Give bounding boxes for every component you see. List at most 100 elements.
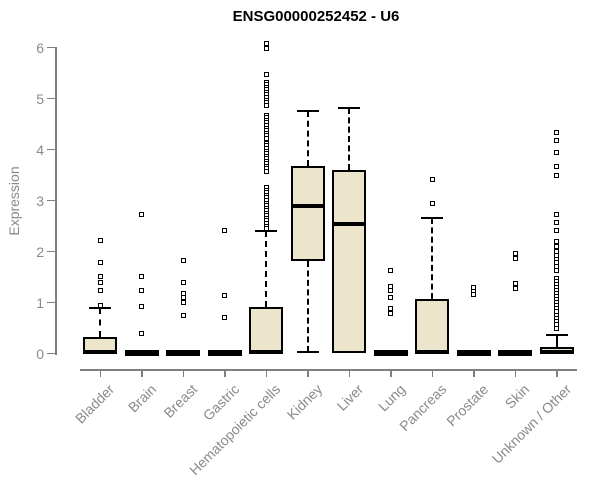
x-axis-tick <box>307 370 309 377</box>
upper-whisker <box>265 231 267 308</box>
outlier-point <box>139 303 144 309</box>
outlier-point <box>554 173 559 178</box>
x-axis-tick <box>182 370 184 377</box>
outlier-point <box>554 220 559 226</box>
box <box>415 299 449 354</box>
outlier-point <box>554 138 559 144</box>
outlier-point <box>512 281 518 287</box>
outlier-point <box>222 292 227 298</box>
outlier-point <box>139 288 144 294</box>
x-axis-tick <box>224 370 226 377</box>
outlier-point <box>554 238 559 244</box>
outlier-point <box>180 300 186 305</box>
outlier-point <box>139 331 144 337</box>
upper-whisker-cap <box>89 307 111 310</box>
outlier-point <box>512 255 518 261</box>
x-axis-tick <box>556 370 558 377</box>
median-line <box>332 222 366 227</box>
outlier-point <box>388 288 393 294</box>
y-tick-label: 0 <box>36 345 44 362</box>
outlier-point <box>263 135 269 141</box>
outlier-point <box>388 283 393 289</box>
outlier-point <box>554 150 559 156</box>
lower-whisker <box>306 261 309 353</box>
outlier-point <box>263 46 269 52</box>
y-axis-tick <box>47 97 55 99</box>
median-line <box>415 350 449 355</box>
outlier-point <box>97 303 103 309</box>
x-axis-tick <box>390 370 392 377</box>
outlier-point <box>97 273 103 279</box>
x-axis-tick <box>141 370 143 377</box>
x-axis-tick <box>514 370 516 377</box>
outlier-point <box>388 306 393 312</box>
upper-whisker-cap <box>421 216 443 219</box>
x-axis-tick <box>348 370 350 377</box>
upper-whisker <box>99 308 101 337</box>
x-axis-tick <box>473 370 475 377</box>
outlier-point <box>263 226 269 232</box>
outlier-point <box>471 291 476 297</box>
median-line <box>456 350 491 355</box>
outlier-point <box>180 313 186 319</box>
outlier-point <box>554 325 559 331</box>
outlier-point <box>388 311 393 317</box>
median-line <box>498 350 532 355</box>
outlier-point <box>429 200 435 206</box>
x-axis-line <box>80 369 577 371</box>
x-axis-tick <box>265 370 267 377</box>
y-axis-tick <box>47 199 55 201</box>
outlier-point <box>554 212 559 218</box>
x-axis-tick <box>431 370 433 377</box>
outlier-point <box>263 168 269 174</box>
outlier-point <box>139 212 144 218</box>
upper-whisker-cap <box>338 106 360 109</box>
y-axis-tick <box>47 46 55 48</box>
outlier-point <box>429 177 435 183</box>
median-line <box>166 350 200 355</box>
outlier-point <box>222 314 227 320</box>
x-axis-tick <box>99 370 101 377</box>
outlier-point <box>97 237 103 243</box>
y-axis-tick <box>47 301 55 303</box>
upper-whisker-cap <box>545 333 568 336</box>
outlier-point <box>388 268 393 274</box>
median-line <box>124 350 159 355</box>
outlier-point <box>554 243 559 249</box>
outlier-point <box>180 279 186 285</box>
upper-whisker <box>431 217 433 300</box>
median-line <box>373 350 408 355</box>
outlier-point <box>554 267 559 273</box>
outlier-point <box>180 295 186 301</box>
box <box>290 166 325 262</box>
outlier-point <box>97 259 103 265</box>
outlier-point <box>512 286 518 292</box>
median-line <box>290 204 325 209</box>
median-line <box>83 350 117 355</box>
y-tick-label: 6 <box>36 39 44 56</box>
upper-whisker-cap <box>255 230 277 233</box>
y-tick-label: 4 <box>36 141 44 158</box>
y-axis-tick <box>47 250 55 252</box>
median-line <box>249 349 283 354</box>
median-line <box>207 350 242 355</box>
outlier-point <box>263 40 269 46</box>
outlier-point <box>139 273 144 279</box>
y-tick-label: 5 <box>36 90 44 107</box>
upper-whisker <box>348 107 350 171</box>
upper-whisker <box>555 334 558 347</box>
outlier-point <box>180 257 186 263</box>
upper-whisker <box>306 111 309 167</box>
outlier-point <box>263 72 269 78</box>
outlier-point <box>97 287 103 293</box>
outlier-point <box>554 164 559 170</box>
upper-whisker-cap <box>296 110 319 113</box>
y-tick-label: 3 <box>36 192 44 209</box>
y-axis-tick <box>47 352 55 354</box>
y-tick-label: 1 <box>36 294 44 311</box>
outlier-point <box>554 130 559 136</box>
median-line <box>539 350 574 355</box>
box <box>249 307 283 354</box>
box <box>332 170 366 354</box>
